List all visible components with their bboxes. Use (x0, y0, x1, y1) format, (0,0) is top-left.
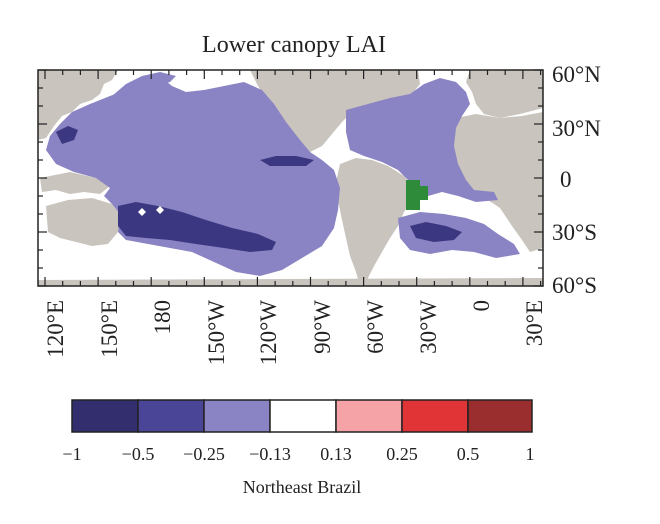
lon-label: 90°W (310, 300, 335, 354)
colorbar-label: 0.13 (320, 444, 352, 464)
northeast-brazil-region (406, 180, 428, 210)
colorbar-label: −0.25 (183, 444, 225, 464)
colorbar: −1 −0.5 −0.25 −0.13 0.13 0.25 0.5 1 Nort… (62, 399, 535, 497)
colorbar-swatch (71, 399, 139, 433)
anomaly-dark-negative (56, 126, 462, 252)
north-atlantic-anomaly-light (346, 78, 498, 202)
map-panel: 60°N 30°N 0 30°S 60°S 120°E 150°E 180 15… (37, 62, 601, 366)
lon-label: 180 (150, 300, 175, 335)
colorbar-swatch (203, 399, 271, 433)
lon-label: 0 (469, 300, 494, 312)
south-atlantic-anomaly-dark (410, 222, 462, 242)
equatorial-pacific-anomaly-dark (260, 156, 314, 166)
lon-label: 30°E (522, 300, 547, 346)
colorbar-label: −0.5 (122, 444, 155, 464)
white-holes (138, 206, 164, 216)
longitude-labels: 120°E 150°E 180 150°W 120°W 90°W 60°W 30… (43, 300, 547, 366)
colorbar-label: −0.13 (249, 444, 291, 464)
colorbar-swatch (137, 399, 205, 433)
figure-title: Lower canopy LAI (202, 32, 386, 58)
west-pacific-anomaly-dark (56, 126, 78, 144)
colorbar-swatch (335, 399, 403, 433)
lon-label: 120°E (43, 300, 68, 358)
lat-label: 60°N (552, 62, 601, 87)
lat-label: 0 (560, 167, 572, 192)
lon-label: 30°W (416, 300, 441, 354)
lon-label: 150°E (97, 300, 122, 358)
colorbar-label: −1 (62, 444, 81, 464)
colorbar-swatch (401, 399, 469, 433)
africa-land (452, 112, 543, 252)
europe-land (466, 70, 543, 118)
lat-label: 30°S (552, 220, 597, 245)
south-america-land (336, 158, 412, 286)
lat-label: 60°S (552, 273, 597, 298)
asia-land (38, 70, 118, 140)
colorbar-swatch (269, 399, 337, 433)
lon-label: 150°W (204, 300, 229, 366)
south-pacific-anomaly-dark (118, 202, 276, 252)
colorbar-label: 0.25 (386, 444, 418, 464)
north-pacific-anomaly-light (112, 72, 176, 98)
colorbar-swatch (467, 399, 533, 433)
colorbar-title: Northeast Brazil (243, 477, 361, 497)
latitude-labels: 60°N 30°N 0 30°S 60°S (552, 62, 601, 298)
maritime-continent-land (40, 172, 110, 194)
axis-ticks (38, 69, 543, 287)
lon-label: 60°W (363, 300, 388, 354)
australia-land (46, 198, 120, 246)
lat-label: 30°N (552, 116, 601, 141)
colorbar-label: 1 (526, 444, 535, 464)
lon-label: 120°W (256, 300, 281, 366)
colorbar-label: 0.5 (457, 444, 480, 464)
